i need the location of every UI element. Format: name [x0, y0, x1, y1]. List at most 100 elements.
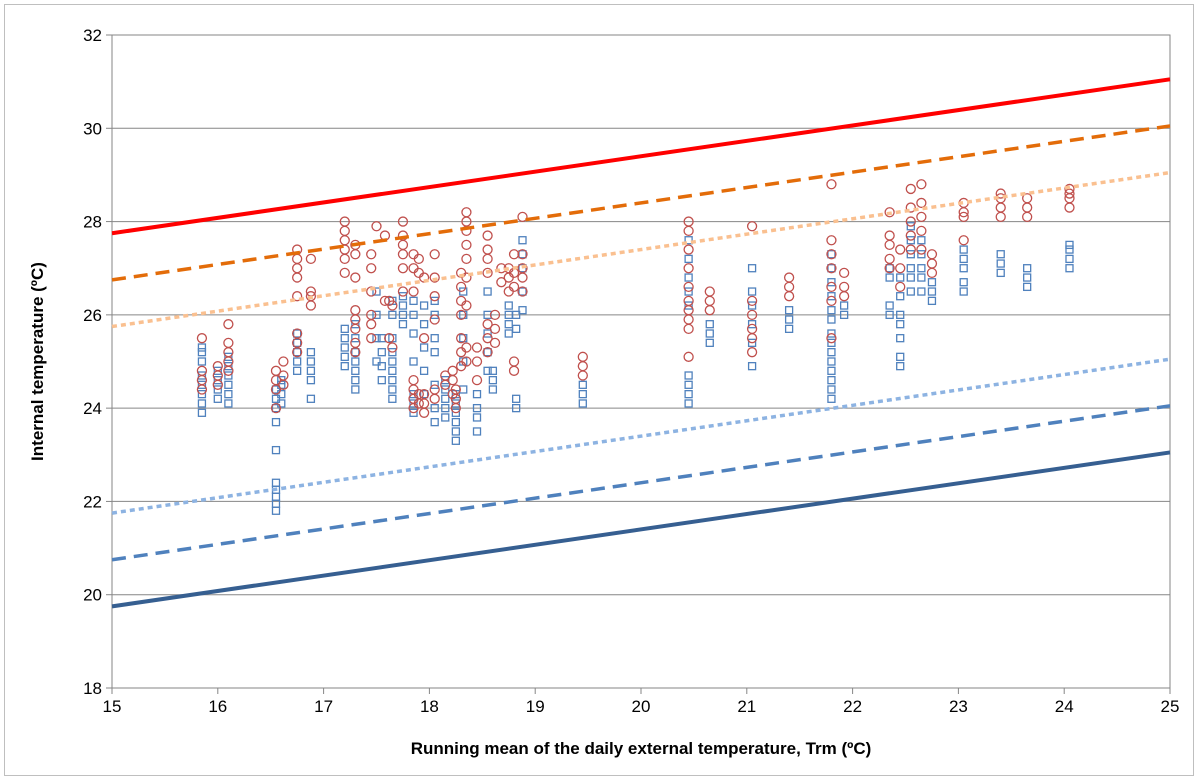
square-data-point: [518, 236, 527, 245]
square-data-point: [483, 348, 492, 357]
square-data-point: [1065, 245, 1074, 254]
circle-data-point: [489, 309, 501, 321]
circle-data-point: [838, 281, 850, 293]
square-data-point: [1023, 273, 1032, 282]
square-data-point: [959, 278, 968, 287]
circle-data-point: [397, 286, 409, 297]
square-data-point: [197, 348, 207, 357]
square-data-point: [684, 287, 693, 296]
circle-data-point: [196, 384, 208, 395]
circle-data-point: [826, 179, 837, 190]
square-data-point: [430, 296, 439, 306]
square-data-point: [512, 403, 521, 413]
square-data-point: [917, 250, 926, 259]
square-data-point: [306, 366, 316, 375]
square-data-point: [885, 264, 894, 273]
y-axis-ticks: 18 20 22 24 26 28 30 32: [83, 26, 112, 698]
circle-data-point: [471, 356, 483, 367]
square-data-point: [292, 366, 302, 375]
circle-data-point: [418, 398, 430, 409]
circle-data-point: [683, 314, 694, 325]
circle-data-point: [350, 314, 361, 325]
square-data-point: [388, 348, 397, 357]
square-data-point: [684, 301, 693, 310]
square-data-point: [512, 394, 521, 403]
square-data-point: [271, 385, 281, 394]
y-tick-label: 30: [83, 119, 102, 138]
comfort-line-2: [111, 124, 1171, 282]
square-data-point: [409, 357, 418, 366]
square-data-point: [419, 366, 429, 375]
square-data-point: [340, 334, 349, 343]
x-axis-ticks: 15 16 17 18 19 20 21 22 23 24 25: [103, 688, 1179, 716]
square-data-point: [271, 394, 281, 403]
circle-data-point: [447, 365, 458, 376]
circle-data-point: [397, 216, 409, 227]
square-data-point: [271, 445, 281, 455]
square-data-point: [398, 301, 408, 310]
square-data-point: [224, 399, 233, 408]
square-data-point: [906, 273, 915, 282]
circle-data-point: [916, 211, 927, 223]
square-data-point: [896, 292, 905, 301]
circle-data-point: [350, 337, 361, 348]
square-data-point: [472, 413, 482, 422]
circle-data-point: [838, 267, 850, 279]
circle-data-point: [440, 370, 451, 381]
square-data-point: [451, 408, 461, 417]
square-data-point: [504, 301, 513, 310]
circle-data-point: [418, 333, 430, 344]
circle-data-point: [418, 407, 430, 418]
square-data-point: [827, 366, 836, 375]
circle-data-point: [884, 239, 895, 251]
y-tick-label: 32: [83, 26, 102, 45]
square-data-point: [1065, 264, 1074, 273]
square-data-point: [292, 338, 302, 347]
circle-data-point: [366, 263, 377, 274]
circle-data-point: [517, 286, 528, 297]
circle-data-point: [350, 305, 361, 316]
square-data-point: [213, 385, 222, 394]
circle-data-point: [413, 388, 424, 400]
square-data-point: [472, 427, 482, 436]
circle-data-point: [916, 244, 927, 255]
circle-data-point: [461, 272, 472, 283]
circle-data-point: [418, 388, 430, 400]
circle-data-point: [895, 281, 906, 293]
circle-data-point: [1064, 183, 1075, 195]
square-data-point: [292, 329, 302, 338]
circle-data-point: [489, 337, 501, 348]
square-data-point: [213, 376, 222, 385]
square-data-point: [927, 296, 937, 306]
square-data-point: [1023, 264, 1032, 273]
x-tick-label: 18: [420, 697, 439, 716]
square-data-point: [351, 320, 360, 329]
square-data-point: [747, 264, 757, 273]
square-data-point: [292, 357, 302, 366]
circle-data-point: [895, 263, 906, 274]
square-data-point: [827, 264, 836, 273]
square-data-point: [430, 403, 439, 413]
series-layer: [196, 179, 1075, 515]
square-data-point: [277, 389, 286, 399]
circle-data-point: [916, 179, 927, 190]
square-data-point: [430, 348, 439, 357]
circle-data-point: [783, 291, 795, 302]
square-data-point: [784, 306, 794, 315]
square-data-point: [1065, 240, 1074, 250]
square-data-point: [224, 389, 233, 399]
circle-data-point: [508, 249, 520, 260]
square-data-point: [377, 376, 386, 385]
circle-data-point: [223, 319, 234, 330]
square-data-point: [340, 343, 349, 352]
circle-data-point: [683, 225, 694, 237]
circle-data-point: [783, 272, 795, 283]
square-data-point: [827, 385, 836, 394]
circle-data-point: [916, 225, 927, 237]
circle-data-point: [508, 365, 520, 376]
circle-data-point: [826, 235, 837, 246]
square-data-point: [896, 362, 905, 371]
square-data-point: [684, 254, 693, 264]
circle-data-point: [461, 356, 472, 367]
circle-data-point: [397, 239, 409, 251]
